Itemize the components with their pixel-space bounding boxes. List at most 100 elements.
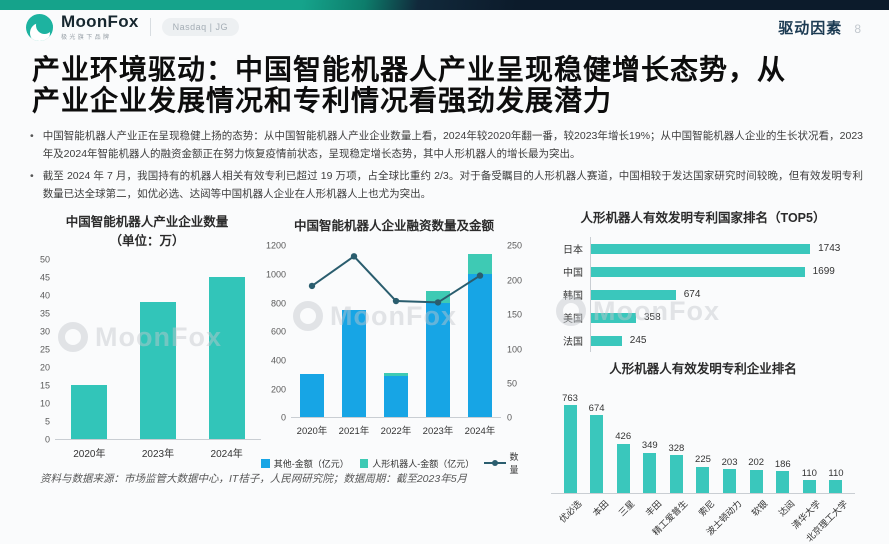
bar-column: 328 精工爱普生: [651, 442, 690, 538]
y-axis: 0 5 10 15 20 25 30 35 40 45 50: [33, 255, 55, 444]
y-tick-label: 35: [39, 308, 50, 319]
value-label: 674: [588, 402, 605, 414]
value-label: 358: [644, 312, 661, 324]
hbar-track: 245: [590, 329, 855, 353]
bullet-item: • 中国智能机器人产业正在呈现稳健上扬的态势：从中国智能机器人产业企业数量上看，…: [30, 127, 863, 164]
bar: [563, 405, 577, 493]
bar-column: 110 北京理工大学: [804, 467, 849, 544]
bar: [139, 301, 176, 439]
hbar-row: 美国 358: [551, 306, 855, 330]
chart-subtitle-text: （单位：万）: [109, 234, 185, 249]
bar-column: 225 索尼: [690, 454, 716, 518]
page-title-line1: 产业环境驱动：中国智能机器人产业呈现稳健增长态势，从: [32, 54, 787, 85]
bar: [591, 312, 636, 323]
y-tick-label: 100: [507, 344, 523, 355]
page-number: 8: [854, 21, 861, 36]
hbar-row: 日本 1743: [551, 237, 855, 261]
hbar-track: 358: [590, 306, 855, 330]
chart-title: 中国智能机器人企业融资数量及金额: [293, 219, 494, 233]
bar: [71, 384, 108, 439]
value-label: 763: [562, 392, 578, 404]
hbar-rows: 日本 1743 中国 1699 韩国 674 美国 358 法国 245: [551, 237, 855, 353]
y-tick-label: 200: [507, 275, 523, 286]
x-axis-labels: 2020年 2023年 2024年: [55, 440, 261, 460]
country-label: 日本: [563, 245, 583, 257]
y-tick-label: 45: [39, 272, 50, 283]
plot-area: 0 5 10 15 20 25 30 35 40 45 50: [33, 255, 261, 444]
bar-column: 110 清华大学: [790, 469, 823, 531]
y-axis-left: 0 200 400 600 800 1000 1200: [261, 241, 291, 422]
data-source-note: 资料与数据来源：市场监管大数据中心，IT桔子，人民网研究院；数据周期：截至202…: [40, 473, 468, 485]
country-label: 中国: [563, 268, 583, 280]
chart-title: 人形机器人有效发明专利国家排名（TOP5）: [580, 211, 826, 225]
hbar-row: 韩国 674: [551, 283, 855, 307]
company-label: 三星: [616, 498, 637, 518]
value-label: 349: [641, 440, 658, 452]
value-label: 674: [683, 289, 701, 301]
stacked-bar: [300, 374, 324, 418]
chart-title: 人形机器人有效发明专利企业排名: [609, 362, 797, 377]
chart-company-rank: 人形机器人有效发明专利企业排名 763 优必选 674 本田 426 三星 349 丰田 328…: [527, 360, 855, 544]
bar: [776, 471, 790, 493]
bar: [829, 480, 843, 493]
y-tick-label: 250: [507, 240, 523, 251]
chart-funding: 中国智能机器人企业融资数量及金额 0 200 400 600 800 1000 1200 0…: [261, 201, 527, 494]
legend-swatch-blue: [261, 458, 270, 468]
legend: 其他-金额（亿元） 人形机器人-金额（亿元） 数量: [261, 450, 527, 476]
bar-column: 186 达闼: [770, 460, 796, 518]
bars-area: [291, 246, 501, 419]
company-label: 本田: [590, 498, 611, 518]
logo-text-block: MoonFox 极光旗下品牌: [61, 13, 139, 41]
y-tick-label: 20: [39, 362, 50, 373]
bar-column: 763 优必选: [557, 392, 583, 525]
bar: [723, 469, 737, 493]
hbar-row: 法国 245: [551, 329, 855, 353]
y-tick-label: 5: [44, 416, 50, 427]
value-label: 328: [668, 442, 685, 454]
country-label: 法国: [563, 337, 583, 349]
bar-segment-other: [384, 375, 408, 418]
x-tick-label: 2023年: [422, 426, 454, 438]
bar-column: 426 三星: [610, 432, 636, 518]
bar: [696, 466, 710, 493]
x-tick-label: 2020年: [73, 448, 106, 460]
bar: [208, 276, 245, 439]
x-tick-label: 2020年: [296, 426, 328, 438]
y-tick-label: 0: [44, 434, 50, 445]
moonfox-logo-icon: [26, 13, 53, 41]
value-label: 110: [828, 467, 844, 479]
page-title-line2: 产业企业发展情况和专利情况看强劲发展潜力: [32, 85, 613, 116]
legend-swatch-teal: [359, 458, 369, 468]
header-right: 驱动因素 8: [778, 17, 861, 38]
section-label: 驱动因素: [778, 19, 843, 37]
stacked-bars: [291, 246, 501, 418]
chart-company-count: 中国智能机器人产业企业数量 （单位：万） 0 5 10 15 20 25 30 35 40 45 5…: [33, 201, 261, 494]
bars-area: 763 优必选 674 本田 426 三星 349 丰田 328 精工爱普生 225 索尼 203 波士顿…: [551, 384, 855, 544]
x-tick-label: 2022年: [380, 426, 412, 438]
bar-segment-humanoid: [468, 253, 492, 275]
stacked-bar: [384, 372, 408, 418]
x-axis-labels: 2020年 2021年 2022年 2023年 2024年: [291, 418, 501, 437]
bar-segment-other: [426, 302, 450, 418]
bullet-dot: •: [30, 169, 34, 182]
bar-column: 349 丰田: [637, 440, 663, 518]
bar: [591, 289, 676, 300]
bar: [616, 443, 630, 493]
bar-segment-other: [468, 274, 492, 418]
legend-item-count: 数量: [484, 450, 527, 476]
y-tick-label: 0: [507, 412, 513, 423]
page-title: 产业环境驱动：中国智能机器人产业呈现稳健增长态势，从 产业企业发展情况和专利情况…: [32, 54, 872, 116]
chart-title: 中国智能机器人产业企业数量 （单位：万）: [33, 213, 261, 252]
moonfox-logo: MoonFox 极光旗下品牌: [26, 13, 139, 41]
chart-title-text: 中国智能机器人产业企业数量: [65, 215, 229, 229]
bar: [590, 415, 604, 493]
y-axis-right: 0 50 100 150 200 250: [501, 241, 527, 422]
y-tick-label: 0: [280, 412, 286, 423]
stacked-bar: [426, 291, 450, 418]
hbar-row: 中国 1699: [551, 260, 855, 284]
bar-segment-other: [342, 309, 366, 418]
bullet-text: 截至 2024 年 7 月，我国持有的机器人相关有效专利已超过 19 万项，占全…: [42, 169, 863, 201]
y-tick-label: 1000: [265, 269, 286, 280]
value-label: 225: [695, 454, 711, 466]
value-label: 1699: [812, 266, 835, 278]
